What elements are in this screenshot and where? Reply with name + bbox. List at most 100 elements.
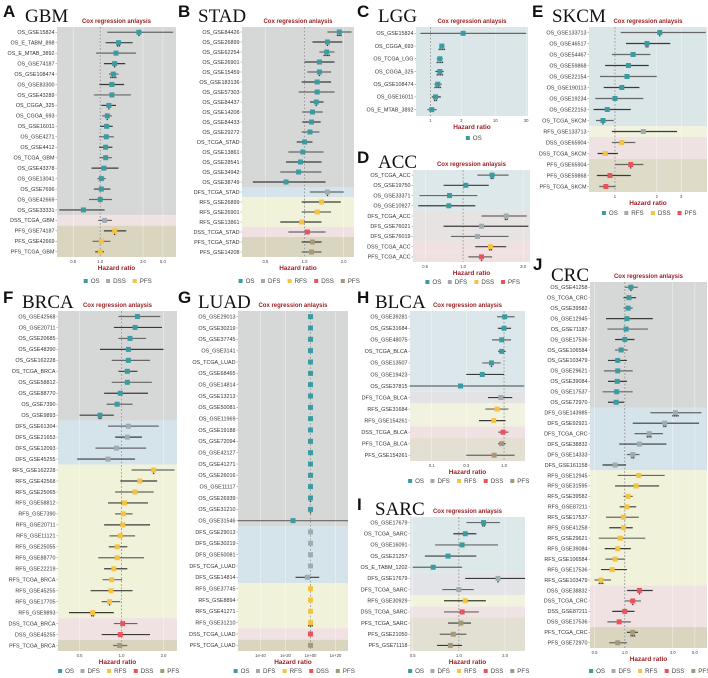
hr-marker bbox=[628, 284, 634, 290]
x-tick-label: 10 bbox=[493, 118, 498, 123]
hr-marker bbox=[612, 96, 618, 101]
hr-marker bbox=[308, 642, 313, 648]
hr-marker bbox=[450, 631, 456, 637]
row-label: DFS_GSE21653 bbox=[15, 435, 55, 441]
hr-marker bbox=[437, 56, 443, 62]
row-label: DFS_GSE30219 bbox=[195, 541, 235, 547]
legend-label-os: OS bbox=[415, 668, 424, 675]
legend-swatch-os bbox=[465, 136, 470, 140]
hr-marker bbox=[308, 608, 313, 614]
row-label: RFS_GSE20711 bbox=[16, 523, 56, 529]
hr-marker bbox=[125, 357, 131, 363]
legend-label-dss: DSS bbox=[491, 668, 504, 675]
hr-marker bbox=[117, 390, 123, 396]
hr-marker bbox=[636, 472, 642, 478]
hr-marker bbox=[324, 189, 330, 195]
hr-marker bbox=[308, 597, 313, 603]
row-label: OS_TCGA_BLCA bbox=[365, 349, 408, 355]
hr-marker bbox=[600, 118, 606, 123]
hr-marker bbox=[619, 85, 625, 90]
legend-swatch-rfs bbox=[457, 669, 462, 673]
hr-marker bbox=[620, 514, 626, 520]
hr-marker bbox=[308, 450, 313, 456]
row-label: OS_TCGA_LUAD bbox=[192, 360, 235, 366]
row-label: OS_GSE15824 bbox=[17, 30, 54, 36]
legend-swatch-dfs bbox=[430, 669, 435, 673]
band-os bbox=[57, 27, 176, 216]
hr-marker bbox=[657, 30, 663, 35]
hr-marker bbox=[116, 40, 122, 46]
row-label: DFS_TCGA_BLCA bbox=[362, 395, 408, 401]
row-label: OS_GSE20685 bbox=[18, 336, 55, 342]
panel-title: STAD bbox=[198, 6, 246, 27]
row-label: PFS_TCGA_LUAD bbox=[190, 643, 236, 649]
row-label: OS_GSE22153 bbox=[549, 107, 586, 113]
significance-label: * bbox=[106, 117, 108, 122]
significance-label: ** bbox=[663, 425, 667, 430]
hr-marker bbox=[308, 472, 313, 478]
legend-swatch-dss bbox=[309, 669, 314, 673]
hr-marker bbox=[137, 478, 143, 484]
hr-marker bbox=[630, 452, 636, 458]
significance-label: **** bbox=[436, 60, 443, 65]
panel-stad: 0.5 1.0 2.0OS_GSE84426***OS_GSE26899*OS_GS… bbox=[178, 2, 360, 285]
legend: OS DFS RFS DSS PFS bbox=[408, 478, 529, 485]
row-label: OS_E_MTAB_3892 bbox=[367, 107, 414, 113]
x-tick-label: 3.0 bbox=[520, 264, 526, 269]
legend-label-rfs: RFS bbox=[464, 668, 476, 675]
hr-marker bbox=[458, 383, 464, 389]
hr-marker bbox=[304, 574, 310, 580]
x-tick-label: 1.0 bbox=[622, 650, 628, 655]
row-label: OS_GSE38749 bbox=[202, 180, 239, 186]
row-label: RFS_GSE39582 bbox=[547, 494, 587, 500]
hr-marker bbox=[498, 395, 504, 401]
row-label: OS_GSE13507 bbox=[370, 361, 407, 367]
panel-letter: G bbox=[178, 288, 191, 307]
significance-label: * bbox=[327, 194, 329, 199]
x-tick-label: 0.5 bbox=[422, 264, 428, 269]
hr-marker bbox=[109, 92, 115, 98]
row-label: OS_TCGA_ACC bbox=[370, 173, 410, 179]
row-label: RFS_GSE26899 bbox=[199, 200, 239, 206]
row-label: OS_GSE42127 bbox=[198, 450, 235, 456]
row-label: OS_GSE39084 bbox=[550, 379, 587, 385]
row-label: DSS_TCGA_LUAD bbox=[189, 632, 236, 638]
row-label: DSS_TCGA_BRCA bbox=[8, 621, 55, 627]
row-label: OS_GSE9893 bbox=[21, 413, 55, 419]
panel-subtitle: Cox regression anlaysis bbox=[437, 19, 507, 25]
significance-label: ** bbox=[631, 456, 635, 461]
legend-swatch-pfs bbox=[677, 211, 682, 215]
hr-marker bbox=[299, 219, 305, 225]
legend: OS DFS RFS DSS PFS bbox=[589, 668, 708, 675]
x-tick-label: 2 bbox=[656, 194, 659, 199]
significance-label: **** bbox=[110, 76, 117, 81]
legend-swatch-os bbox=[233, 669, 238, 673]
row-label: OS_GSE84437 bbox=[202, 100, 239, 106]
row-label: DFS_GSE76021 bbox=[370, 224, 410, 230]
panel-title: BLCA bbox=[375, 292, 426, 313]
row-label: RFS_TCGA_BRCA bbox=[9, 578, 56, 584]
row-label: DSS_TCGA_BLCA bbox=[361, 430, 408, 436]
hr-marker bbox=[101, 165, 107, 171]
hr-marker bbox=[308, 393, 313, 399]
hr-marker bbox=[120, 522, 126, 528]
hr-marker bbox=[308, 314, 313, 320]
panel-subtitle: Cox regression anlaysis bbox=[258, 303, 328, 309]
legend-label-pfs: PFS bbox=[167, 668, 179, 675]
row-label: OS_GSE72094 bbox=[198, 439, 235, 445]
band-rfs bbox=[410, 403, 525, 427]
row-label: OS_CGGA_693 bbox=[375, 44, 414, 50]
hr-marker bbox=[113, 445, 119, 451]
row-label: OS_GSE43289 bbox=[17, 93, 54, 99]
row-label: OS_GSE13861 bbox=[202, 150, 239, 156]
band-os bbox=[416, 27, 528, 116]
row-label: DFS_GSE14333 bbox=[547, 452, 587, 458]
band-dss bbox=[238, 628, 348, 640]
hr-marker bbox=[102, 217, 108, 223]
legend-label-dss: DSS bbox=[658, 210, 671, 217]
hr-marker bbox=[297, 159, 303, 165]
hr-marker bbox=[607, 173, 613, 178]
panel-subtitle: Cox regression anlaysis bbox=[82, 19, 152, 25]
row-label: OS_GSE7696 bbox=[20, 187, 54, 193]
